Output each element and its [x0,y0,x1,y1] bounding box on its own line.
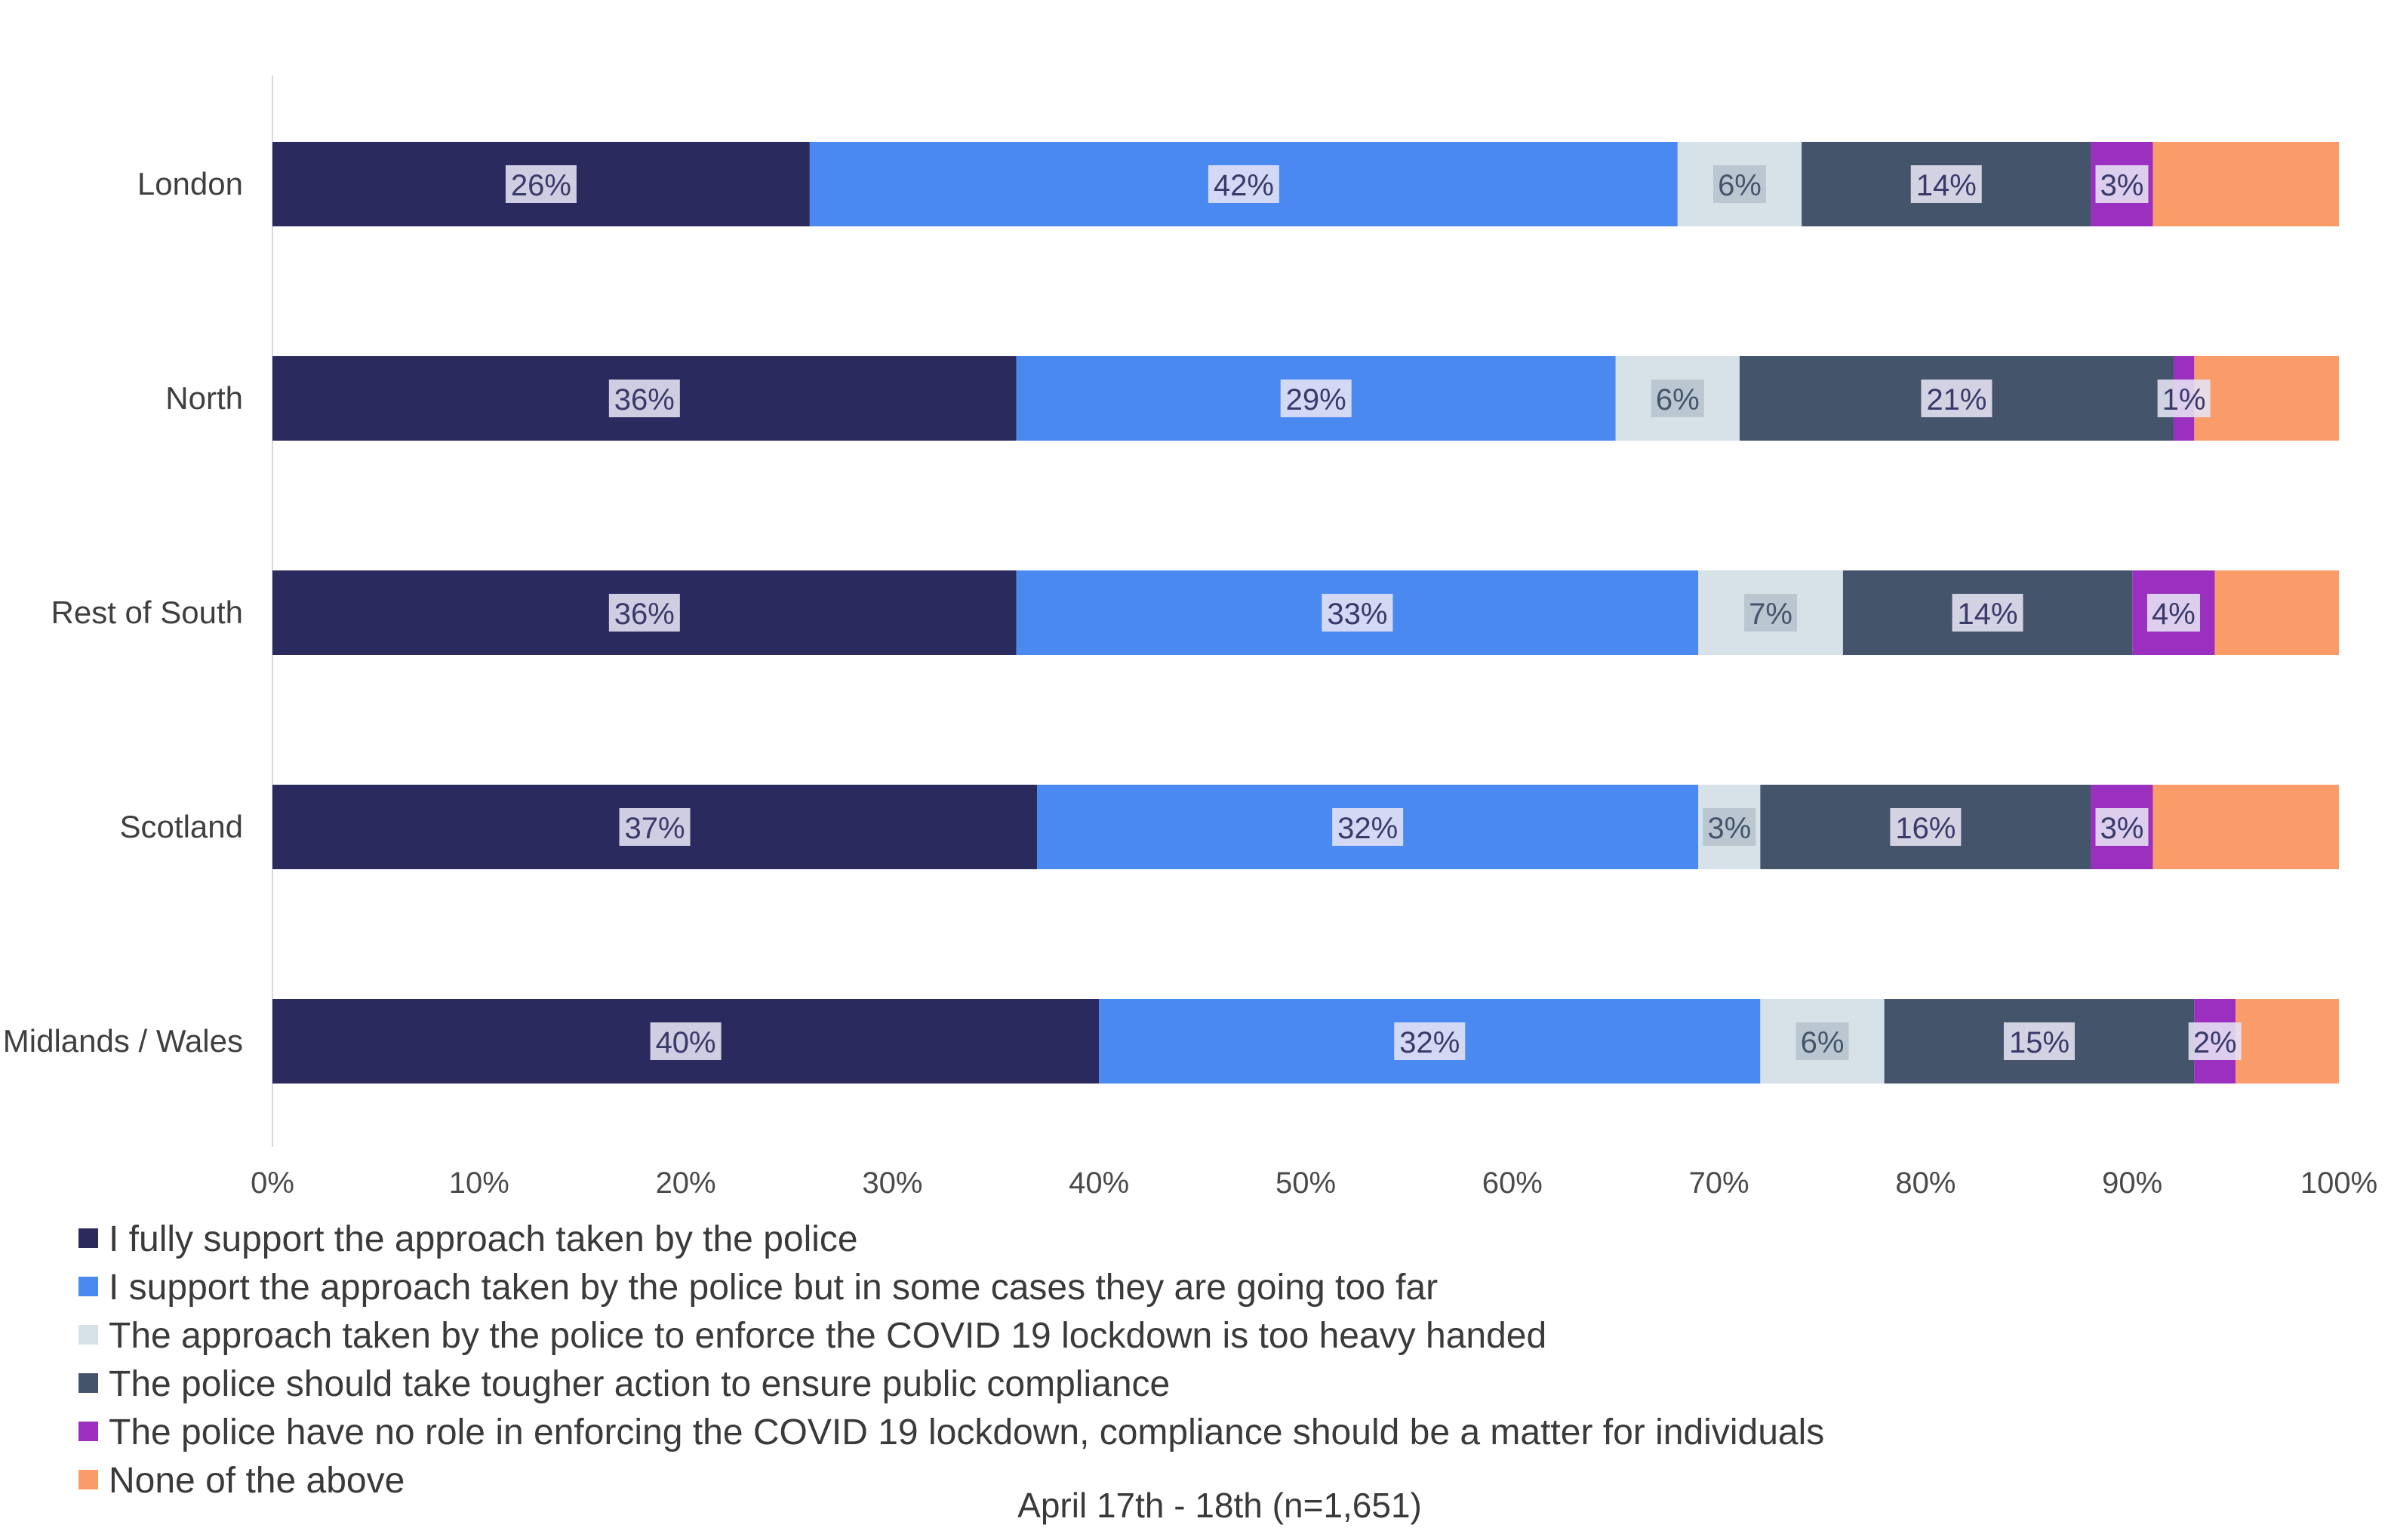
data-label-scotland-series-4: 16% [1895,812,1956,845]
bar-segment-scotland-series-6 [2152,785,2339,869]
data-label-scotland-series-2: 32% [1337,812,1398,845]
x-tick-label-60: 60% [1482,1167,1543,1200]
data-label-bg-scotland-series-5 [2095,808,2149,846]
data-label-midlands-wales-series-2: 32% [1399,1026,1460,1059]
data-label-london-series-4: 14% [1916,169,1977,202]
data-label-london-series-2: 42% [1214,169,1274,202]
data-label-bg-london-series-1 [505,165,577,203]
category-label-scotland: Scotland [120,809,243,844]
legend-swatch-series-5 [78,1422,98,1441]
data-label-bg-midlands-wales-series-2 [1394,1022,1466,1060]
legend-swatch-series-4 [78,1373,98,1393]
x-tick-label-20: 20% [656,1167,716,1200]
data-label-midlands-wales-series-4: 15% [2009,1026,2069,1059]
data-label-bg-midlands-wales-series-1 [650,1022,722,1060]
x-axis-tick-labels: 0% 10% 20% 30% 40% 50% 60% 70% 80% 90% 100% [251,1167,2377,1200]
data-label-bg-london-series-3 [1712,165,1766,203]
data-label-bg-rest-of-south-series-5 [2146,594,2200,632]
data-label-bg-london-series-2 [1208,165,1279,203]
data-label-bg-north-series-2 [1280,380,1352,417]
x-tick-label-40: 40% [1069,1167,1129,1200]
data-label-bg-north-series-4 [1921,380,1992,417]
data-label-bg-scotland-series-1 [619,808,691,846]
data-label-bg-scotland-series-3 [1703,808,1756,846]
data-label-midlands-wales-series-3: 6% [1801,1026,1845,1059]
data-label-north-series-1: 36% [614,383,675,417]
bar-segment-rest-of-south-series-6 [2214,570,2339,655]
data-label-bg-midlands-wales-series-4 [2003,1022,2075,1060]
data-label-london-series-3: 6% [1718,169,1762,202]
legend-label-series-6: None of the above [109,1461,405,1501]
data-label-bg-scotland-series-4 [1890,808,1962,846]
legend-swatch-series-1 [78,1228,98,1248]
data-label-bg-north-series-3 [1651,380,1704,417]
legend-label-series-4: The police should take tougher action to… [109,1364,1170,1404]
data-label-london-series-5: 3% [2100,169,2144,202]
category-label-midlands-wales: Midlands / Wales [3,1023,243,1059]
data-label-bg-london-series-4 [1910,165,1982,203]
data-label-rest-of-south-series-3: 7% [1749,598,1792,631]
data-label-bg-rest-of-south-series-4 [1952,594,2023,632]
data-label-bg-rest-of-south-series-2 [1322,594,1393,632]
bar-segment-north-series-6 [2194,356,2339,441]
x-tick-label-90: 90% [2102,1167,2162,1200]
x-tick-label-30: 30% [862,1167,922,1200]
x-tick-label-0: 0% [251,1167,294,1200]
legend-label-series-1: I fully support the approach taken by th… [109,1219,858,1259]
category-label-london: London [137,166,243,201]
x-tick-label-70: 70% [1689,1167,1749,1200]
survey-note: April 17th - 18th (n=1,651) [1017,1486,1422,1525]
bars-layer [272,142,2339,1084]
data-label-london-series-1: 26% [511,169,571,202]
data-label-bg-midlands-wales-series-5 [2188,1022,2242,1060]
category-labels: London North Rest of South Scotland Midlands… [3,166,243,1059]
data-label-bg-london-series-5 [2095,165,2149,203]
legend-swatch-series-2 [78,1277,98,1296]
data-label-bg-north-series-1 [608,380,680,417]
data-label-bg-scotland-series-2 [1332,808,1404,846]
data-label-rest-of-south-series-1: 36% [614,598,675,631]
x-tick-label-50: 50% [1275,1167,1336,1200]
legend-swatch-series-3 [78,1325,98,1345]
data-label-scotland-series-5: 3% [2100,812,2144,845]
legend-label-series-3: The approach taken by the police to enfo… [109,1316,1546,1356]
x-tick-label-10: 10% [449,1167,509,1200]
data-label-scotland-series-3: 3% [1707,812,1751,845]
bar-segment-midlands-wales-series-6 [2236,999,2339,1084]
data-label-north-series-3: 6% [1656,383,1700,417]
bar-segment-london-series-6 [2152,142,2339,226]
data-label-midlands-wales-series-5: 2% [2193,1026,2237,1059]
data-label-bg-rest-of-south-series-1 [608,594,680,632]
data-label-rest-of-south-series-2: 33% [1327,598,1387,631]
data-label-north-series-4: 21% [1926,383,1986,417]
category-label-north: North [165,380,243,416]
data-label-bg-north-series-5 [2157,380,2211,417]
data-label-north-series-2: 29% [1286,383,1346,417]
legend-label-series-2: I support the approach taken by the poli… [109,1268,1438,1308]
data-label-north-series-5: 1% [2162,383,2206,417]
legend: I fully support the approach taken by th… [78,1219,1824,1501]
category-label-rest-of-south: Rest of South [51,595,243,630]
data-label-scotland-series-1: 37% [624,812,685,845]
data-labels-layer: 26% 42% 6% 14% 3% 36% 29% 6% 21% 1% 36% 33% 7% 14% 4% 3… [505,165,2242,1060]
data-label-rest-of-south-series-5: 4% [2152,598,2196,631]
legend-label-series-5: The police have no role in enforcing the… [109,1412,1824,1452]
data-label-rest-of-south-series-4: 14% [1958,598,2018,631]
legend-swatch-series-6 [78,1470,98,1489]
x-tick-label-80: 80% [1895,1167,1956,1200]
x-tick-label-100: 100% [2300,1167,2377,1200]
data-label-bg-rest-of-south-series-3 [1744,594,1798,632]
data-label-bg-midlands-wales-series-3 [1796,1022,1849,1060]
data-label-midlands-wales-series-1: 40% [656,1026,716,1059]
